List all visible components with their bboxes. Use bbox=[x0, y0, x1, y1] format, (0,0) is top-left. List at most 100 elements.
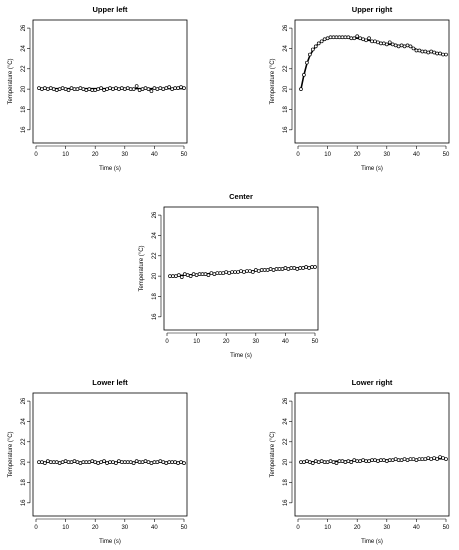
data-point bbox=[256, 269, 261, 273]
data-point bbox=[155, 87, 160, 91]
data-point bbox=[379, 41, 383, 46]
x-tick-label: 0 bbox=[34, 152, 38, 158]
data-point bbox=[158, 459, 163, 463]
data-point bbox=[117, 459, 121, 463]
data-point bbox=[57, 87, 62, 91]
plot-frame bbox=[32, 392, 188, 517]
data-point bbox=[262, 268, 267, 272]
y-tick-label: 26 bbox=[283, 24, 289, 31]
data-point bbox=[346, 35, 351, 40]
data-point bbox=[346, 459, 351, 463]
data-point bbox=[227, 271, 232, 275]
data-point bbox=[128, 87, 133, 91]
x-tick-label: 30 bbox=[383, 152, 390, 158]
data-point bbox=[188, 274, 193, 278]
data-point bbox=[295, 267, 300, 271]
x-tick-label: 40 bbox=[151, 152, 158, 158]
data-point bbox=[384, 459, 389, 463]
data-point bbox=[140, 87, 145, 91]
data-point bbox=[90, 88, 95, 92]
data-point bbox=[176, 273, 181, 277]
y-tick-label: 22 bbox=[21, 65, 27, 72]
data-point bbox=[75, 87, 80, 91]
x-tick-label: 40 bbox=[413, 152, 420, 158]
x-tick-label: 50 bbox=[312, 339, 319, 345]
data-point bbox=[408, 44, 413, 49]
x-tick-label: 30 bbox=[252, 339, 259, 345]
data-point bbox=[48, 86, 53, 90]
data-point bbox=[435, 51, 439, 56]
data-point bbox=[292, 266, 297, 270]
data-point bbox=[119, 460, 124, 464]
data-point bbox=[152, 460, 157, 464]
data-point bbox=[233, 270, 237, 274]
data-point bbox=[99, 86, 103, 90]
data-point bbox=[444, 52, 448, 57]
data-point bbox=[81, 87, 86, 91]
data-point bbox=[111, 87, 115, 91]
data-point bbox=[364, 459, 368, 463]
data-point bbox=[408, 457, 413, 461]
data-point bbox=[334, 35, 339, 40]
data-point bbox=[399, 43, 404, 48]
data-point bbox=[161, 460, 166, 464]
data-point bbox=[301, 266, 306, 270]
data-point bbox=[63, 459, 68, 463]
data-point bbox=[444, 457, 448, 461]
data-point bbox=[253, 268, 258, 272]
data-point bbox=[307, 460, 312, 464]
y-tick-label: 24 bbox=[21, 417, 27, 424]
data-point bbox=[283, 266, 288, 270]
data-point bbox=[319, 39, 324, 44]
data-point bbox=[313, 44, 318, 49]
x-tick-label: 10 bbox=[193, 339, 200, 345]
x-tick-label: 50 bbox=[181, 525, 188, 531]
x-tick-label: 30 bbox=[383, 525, 390, 531]
data-point bbox=[179, 275, 184, 279]
y-tick-label: 22 bbox=[21, 438, 27, 445]
data-point bbox=[331, 35, 336, 40]
data-point bbox=[426, 456, 431, 460]
panel-title: Upper left bbox=[92, 5, 128, 14]
data-point bbox=[313, 459, 318, 463]
y-tick-label: 26 bbox=[152, 211, 158, 218]
data-point bbox=[370, 458, 374, 462]
x-axis-label: Time (s) bbox=[99, 539, 121, 545]
data-point bbox=[117, 87, 121, 91]
data-point bbox=[417, 48, 422, 53]
data-point bbox=[170, 460, 175, 464]
data-point bbox=[305, 60, 309, 65]
data-point bbox=[140, 460, 145, 464]
data-point bbox=[131, 461, 136, 465]
data-point bbox=[373, 458, 377, 462]
data-point bbox=[337, 459, 342, 463]
data-point bbox=[352, 458, 357, 462]
panel-title: Lower right bbox=[352, 378, 393, 387]
panel-upper-right: Upper right 0 10 20 30 40 50 16 18 20 22 24 26 Time (… bbox=[270, 5, 450, 172]
data-point bbox=[405, 43, 410, 48]
y-tick-label: 18 bbox=[283, 105, 289, 112]
data-point bbox=[176, 461, 180, 465]
x-tick-label: 40 bbox=[151, 525, 158, 531]
data-point bbox=[37, 86, 41, 90]
data-point bbox=[441, 52, 445, 57]
data-point bbox=[334, 461, 339, 465]
panel-upper-left: Upper left 0 10 20 30 40 50 16 18 20 22 24 26 Time (s… bbox=[8, 5, 188, 172]
data-point bbox=[182, 86, 186, 90]
data-point bbox=[307, 52, 312, 57]
data-point bbox=[179, 460, 183, 464]
y-axis-label: Temperature (°C) bbox=[8, 58, 14, 104]
data-point bbox=[72, 459, 77, 463]
data-point bbox=[99, 460, 103, 464]
data-point bbox=[379, 458, 383, 462]
y-tick-label: 16 bbox=[283, 126, 289, 133]
data-point bbox=[355, 34, 360, 39]
data-point bbox=[387, 40, 392, 45]
y-tick-label: 26 bbox=[21, 397, 27, 404]
data-point bbox=[87, 87, 92, 91]
data-point bbox=[48, 460, 53, 464]
data-point bbox=[122, 87, 127, 91]
data-point bbox=[390, 42, 395, 47]
y-axis-label: Temperature (°C) bbox=[139, 245, 145, 291]
data-point bbox=[176, 86, 180, 90]
